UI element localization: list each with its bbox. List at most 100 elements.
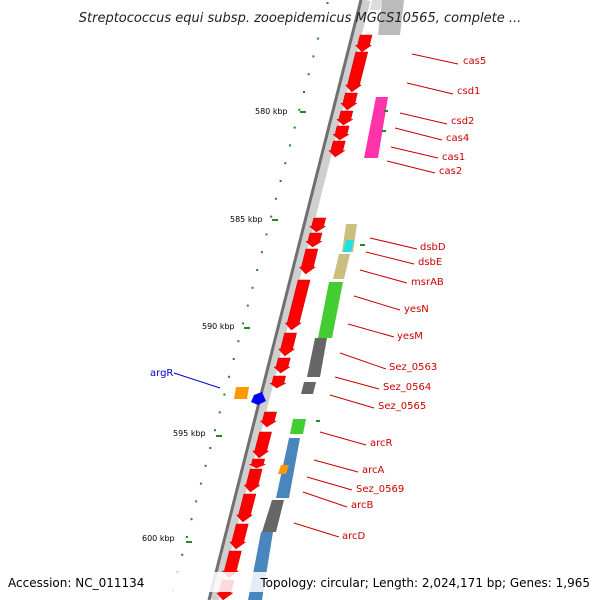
- gene-label-msrAB[interactable]: msrAB: [411, 277, 444, 288]
- gene-label-sez0565[interactable]: Sez_0565: [378, 401, 426, 412]
- scale-dot: [214, 429, 216, 432]
- scale-dot: [265, 233, 268, 236]
- gene-label-csd1[interactable]: csd1: [457, 86, 480, 97]
- scale-dot: [195, 500, 198, 503]
- map-title: Streptococcus equi subsp. zooepidemicus …: [79, 11, 521, 26]
- label-connector: [369, 237, 418, 250]
- cds-arrow: [284, 279, 311, 331]
- scale-dot: [260, 251, 263, 254]
- feature-arcR: [290, 419, 306, 434]
- label-connector: [406, 82, 454, 95]
- gene-label-arcA[interactable]: arcA: [362, 465, 385, 476]
- scale-major-tick: [272, 219, 278, 221]
- scale-major-tick: [216, 435, 222, 437]
- feature-arcB: [262, 500, 284, 532]
- gene-label-arcB[interactable]: arcB: [351, 500, 374, 511]
- gene-label-arcD[interactable]: arcD: [342, 531, 366, 542]
- cds-arrow: [340, 92, 358, 111]
- scale-dot: [312, 55, 315, 58]
- scale-dot: [307, 73, 310, 76]
- cds-arrow: [259, 411, 278, 428]
- label-connector: [306, 476, 353, 491]
- feature-sez0564: [301, 382, 316, 394]
- cds-arrow: [354, 34, 373, 53]
- scale-dot: [204, 464, 207, 467]
- label-connector: [365, 251, 415, 265]
- gene-label-yesN[interactable]: yesN: [404, 304, 429, 315]
- scale-label-580: 580 kbp: [255, 107, 288, 116]
- scale-label-595: 595 kbp: [173, 429, 206, 438]
- scale-label-585: 585 kbp: [230, 215, 263, 224]
- feature-cas: [364, 97, 388, 158]
- cds-arrow: [298, 248, 319, 275]
- scale-dot: [256, 269, 259, 271]
- gene-label-cas2[interactable]: cas2: [439, 166, 462, 177]
- label-connectors: [293, 53, 459, 538]
- label-connector: [353, 295, 401, 311]
- gene-label-yesM[interactable]: yesM: [397, 331, 423, 342]
- scale-dot: [293, 126, 296, 129]
- feature-sez0569: [278, 465, 289, 474]
- label-connector: [334, 376, 380, 390]
- feature-msrAB: [333, 254, 350, 279]
- gene-label-sez0563[interactable]: Sez_0563: [389, 362, 437, 373]
- scale-dot: [232, 358, 235, 360]
- scale-labels: 580 kbp 585 kbp 590 kbp 595 kbp 600 kbp: [142, 107, 288, 543]
- cds-arrow: [332, 125, 350, 141]
- scale-dot: [251, 286, 254, 289]
- scale-dot: [289, 144, 291, 147]
- gene-label-arcR[interactable]: arcR: [370, 438, 393, 449]
- scale-dot: [190, 518, 193, 521]
- gene-label-argR[interactable]: argR: [150, 368, 173, 379]
- scale-major-tick: [186, 541, 192, 543]
- cds-arrow: [269, 375, 287, 389]
- scale-dot: [317, 37, 320, 40]
- cds-arrow: [305, 232, 323, 248]
- scale-dot: [246, 304, 249, 307]
- cds-arrow: [336, 110, 354, 126]
- cds-arrow: [328, 140, 346, 158]
- feature-yes: [318, 282, 343, 338]
- gene-label-cas5[interactable]: cas5: [463, 56, 486, 67]
- label-connector: [390, 146, 439, 159]
- gene-label-sez0569[interactable]: Sez_0569: [356, 484, 404, 495]
- gene-label-csd2[interactable]: csd2: [451, 116, 474, 127]
- scale-dot: [270, 215, 273, 218]
- gene-label-dsbE[interactable]: dsbE: [418, 257, 442, 268]
- scale-dot: [284, 162, 287, 165]
- scale-dot: [298, 108, 301, 111]
- footer: Accession: NC_011134 Topology: circular;…: [0, 572, 600, 592]
- outer-marks: [316, 110, 388, 422]
- scale-dot: [326, 2, 329, 4]
- scale-dot: [199, 482, 202, 485]
- cds-arrow: [344, 51, 369, 93]
- label-connector: [399, 112, 448, 125]
- scale-major-tick: [300, 111, 306, 113]
- scale-dot: [303, 91, 305, 93]
- cds-arrow: [249, 458, 266, 469]
- feature-sez0563: [307, 338, 327, 377]
- gene-label-dsbD[interactable]: dsbD: [420, 242, 446, 253]
- label-connector: [293, 522, 340, 538]
- rna-block-top: [370, 0, 404, 35]
- scale-dot: [218, 411, 221, 414]
- scale-dot: [209, 447, 212, 449]
- gene-label-cas4[interactable]: cas4: [446, 133, 469, 144]
- scale-major-tick: [244, 327, 250, 329]
- label-connector: [411, 53, 459, 65]
- cds-arrow: [278, 332, 297, 357]
- label-connector: [347, 323, 395, 338]
- scale-dot: [321, 19, 324, 22]
- cds-track: [216, 34, 373, 600]
- cds-arrow: [308, 217, 327, 233]
- cds-arrow: [273, 357, 291, 374]
- scale-dot: [237, 340, 240, 343]
- scale-dot: [228, 375, 230, 378]
- gene-label-cas1[interactable]: cas1: [442, 152, 465, 163]
- scale-dot: [185, 536, 188, 538]
- gene-label-sez0564[interactable]: Sez_0564: [383, 382, 431, 393]
- scale-major-ticks: [186, 111, 306, 543]
- topology-text: Topology: circular; Length: 2,024,171 bp…: [259, 576, 590, 590]
- label-connector: [313, 459, 359, 473]
